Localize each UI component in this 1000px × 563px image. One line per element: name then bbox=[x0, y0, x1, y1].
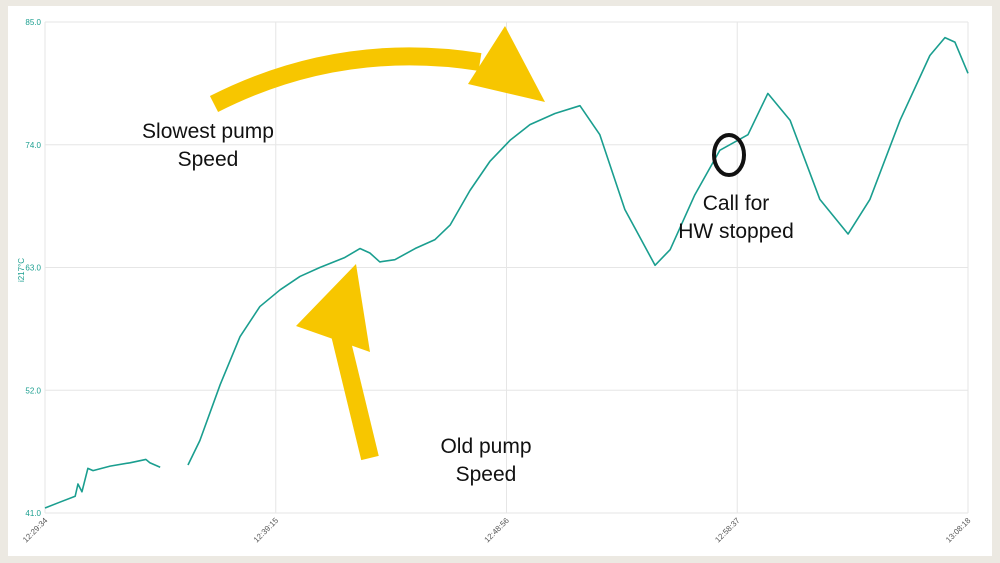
y-axis-label: i217°C bbox=[17, 258, 26, 282]
annotation: Call for bbox=[703, 192, 770, 215]
plot bbox=[44, 36, 969, 509]
y-tick-label: 52.0 bbox=[25, 386, 41, 395]
annotation: Speed bbox=[456, 463, 517, 486]
annotation: HW stopped bbox=[678, 220, 794, 243]
highlight-circle bbox=[712, 133, 746, 177]
arrow-shaft bbox=[209, 47, 482, 113]
arrow-shaft bbox=[328, 319, 379, 461]
y-tick-label: 85.0 bbox=[25, 18, 41, 27]
arrow-head bbox=[468, 26, 545, 102]
panel bbox=[8, 6, 992, 556]
y-tick-label: 41.0 bbox=[25, 509, 41, 518]
y-tick-label: 74.0 bbox=[25, 141, 41, 150]
annotation: Slowest pump bbox=[142, 120, 274, 143]
data-line bbox=[44, 36, 969, 509]
annotation: Old pump bbox=[440, 435, 531, 458]
y-tick-label: 63.0 bbox=[25, 264, 41, 273]
annotation: Speed bbox=[178, 148, 239, 171]
arrow-head bbox=[296, 264, 370, 352]
